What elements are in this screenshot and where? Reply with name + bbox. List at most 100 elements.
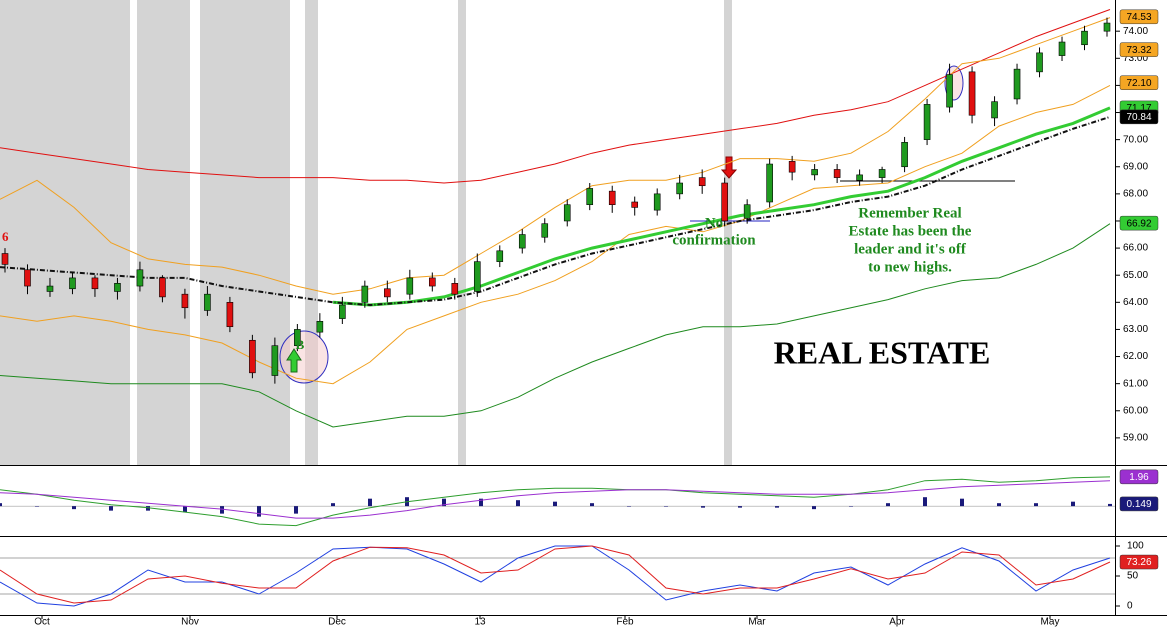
candle-body bbox=[968, 71, 976, 116]
annotation: No bbox=[705, 215, 723, 231]
histogram-bar bbox=[960, 498, 964, 507]
candle-body bbox=[159, 277, 166, 298]
y-tick-label: 74.00 bbox=[1123, 26, 1148, 37]
indicator-line bbox=[0, 545, 1111, 604]
value-badge bbox=[1119, 554, 1159, 570]
annotation: B bbox=[296, 337, 305, 352]
candle-body bbox=[743, 204, 751, 219]
annotation: REAL ESTATE bbox=[774, 334, 991, 370]
candle-body bbox=[451, 283, 459, 295]
histogram-bar bbox=[812, 506, 816, 510]
y-tick-label: 100 bbox=[1127, 541, 1144, 552]
histogram-bar bbox=[109, 506, 113, 511]
shade bbox=[200, 0, 290, 465]
value-badge bbox=[1119, 75, 1159, 90]
histogram-bar bbox=[664, 506, 668, 507]
y-tick-label: 50 bbox=[1127, 571, 1139, 582]
histogram-bar bbox=[738, 506, 742, 508]
candle-body bbox=[721, 182, 728, 222]
x-tick-label: Apr bbox=[889, 617, 905, 628]
histogram-bar bbox=[294, 506, 298, 514]
indicator-line bbox=[0, 480, 1111, 519]
candle-body bbox=[811, 169, 818, 176]
histogram-bar bbox=[553, 501, 557, 507]
shade bbox=[458, 0, 466, 465]
histogram-bar bbox=[442, 498, 446, 507]
candle-body bbox=[586, 188, 594, 206]
value-badge bbox=[1119, 9, 1159, 25]
candle-body bbox=[946, 74, 953, 108]
x-tick-label: Dec bbox=[328, 617, 346, 628]
y-tick-label: 64.00 bbox=[1123, 297, 1148, 308]
histogram-bar bbox=[923, 497, 927, 507]
histogram-bar bbox=[0, 503, 2, 507]
y-tick-label: 66.00 bbox=[1123, 243, 1148, 254]
candle-body bbox=[1058, 41, 1066, 56]
histogram-bar bbox=[1108, 503, 1112, 507]
histogram-bar bbox=[627, 506, 631, 507]
annotation: leader and it's off bbox=[854, 241, 967, 257]
candle-body bbox=[271, 345, 279, 376]
candle-body bbox=[766, 163, 773, 203]
candle-body bbox=[518, 234, 526, 249]
histogram-bar bbox=[146, 506, 150, 511]
y-tick-label: 63.00 bbox=[1123, 324, 1148, 335]
indicator-line bbox=[0, 545, 1111, 607]
candle-body bbox=[1081, 30, 1088, 46]
value-badge bbox=[1119, 42, 1159, 57]
candle-body bbox=[1, 253, 9, 265]
shade bbox=[0, 0, 130, 465]
candle-body bbox=[69, 277, 76, 290]
candle-body bbox=[563, 204, 571, 222]
candle-body bbox=[114, 283, 121, 292]
candle-body bbox=[1013, 68, 1021, 100]
candle-body bbox=[676, 182, 683, 195]
candle-body bbox=[541, 223, 549, 238]
candle-body bbox=[249, 339, 256, 374]
indicator-line bbox=[0, 84, 1111, 385]
y-tick-label: 70.00 bbox=[1123, 134, 1148, 145]
candle-body bbox=[788, 161, 796, 173]
annotation: confirmation bbox=[672, 232, 756, 248]
x-tick-label: May bbox=[1041, 617, 1060, 628]
x-tick-label: Nov bbox=[181, 617, 199, 628]
shade bbox=[724, 0, 732, 465]
candle-body bbox=[698, 177, 706, 187]
value-badge-label: 73.32 bbox=[1126, 45, 1151, 56]
histogram-bar bbox=[701, 506, 705, 508]
candle-body bbox=[653, 193, 661, 211]
y-tick-label: 61.00 bbox=[1123, 378, 1148, 389]
x-tick-label: Oct bbox=[34, 617, 50, 628]
value-badge-label: 0.149 bbox=[1126, 499, 1151, 510]
y-tick-label: 68.00 bbox=[1123, 189, 1148, 200]
histogram-bar bbox=[257, 506, 261, 517]
shade bbox=[137, 0, 190, 465]
annotation: Estate has been the bbox=[849, 223, 972, 239]
candle-body bbox=[473, 261, 481, 292]
y-tick-label: 73.00 bbox=[1123, 53, 1148, 64]
value-badge-label: 70.84 bbox=[1126, 112, 1151, 123]
candle-body bbox=[833, 169, 841, 178]
value-badge-label: 66.92 bbox=[1126, 218, 1151, 229]
histogram-bar bbox=[997, 503, 1001, 507]
candle-body bbox=[856, 174, 863, 181]
buy-arrow bbox=[286, 348, 302, 373]
x-tick-label: Mar bbox=[748, 617, 766, 628]
candle-body bbox=[496, 250, 504, 262]
candle-body bbox=[384, 288, 391, 298]
candle-body bbox=[901, 142, 908, 168]
value-badge-label: 1.96 bbox=[1129, 472, 1149, 483]
histogram-bar bbox=[479, 498, 483, 507]
y-tick-label: 0 bbox=[1127, 601, 1133, 612]
candle-body bbox=[1103, 22, 1111, 32]
candle-body bbox=[608, 190, 616, 206]
y-tick-label: 65.00 bbox=[1123, 270, 1148, 281]
candle-body bbox=[631, 201, 639, 208]
shaded-periods bbox=[0, 0, 732, 465]
indicator-line bbox=[0, 115, 1111, 307]
annotation: 6 bbox=[2, 229, 9, 244]
candle-body bbox=[181, 293, 189, 309]
candle-body bbox=[878, 169, 886, 178]
candle-body bbox=[46, 285, 54, 292]
